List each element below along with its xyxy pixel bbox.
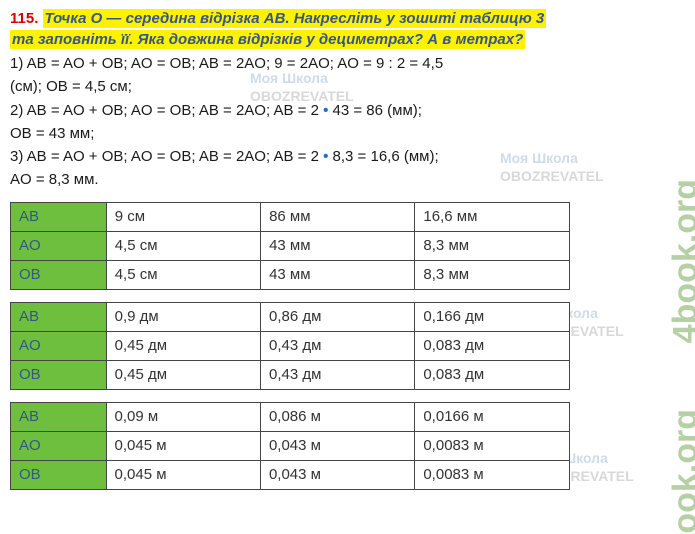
table-row: AO 0,45 дм 0,43 дм 0,083 дм	[11, 331, 570, 360]
cell: 86 мм	[261, 202, 415, 231]
cell: 43 мм	[261, 231, 415, 260]
cell: 43 мм	[261, 260, 415, 289]
cell: 0,43 дм	[261, 360, 415, 389]
problem-text-line2: та заповніть її. Яка довжина відрізків у…	[10, 30, 525, 49]
solution-line2a: 2) AB = AO + OB; AO = OB; AB = 2AO; AB =…	[10, 102, 323, 119]
solution-block: 1) AB = AO + OB; AO = OB; AB = 2AO; 9 = …	[10, 52, 685, 192]
solution-line2c: OB = 43 мм;	[10, 125, 94, 142]
row-label: AB	[11, 302, 107, 331]
cell: 9 см	[106, 202, 260, 231]
cell: 0,043 м	[260, 460, 414, 489]
cell: 0,045 м	[106, 431, 260, 460]
solution-line1: 1) AB = AO + OB; AO = OB; AB = 2AO; 9 = …	[10, 55, 443, 72]
table-m: AB 0,09 м 0,086 м 0,0166 м AO 0,045 м 0,…	[10, 402, 570, 490]
solution-line3b: 8,3 = 16,6 (мм);	[328, 148, 438, 165]
cell: 0,0166 м	[415, 402, 570, 431]
cell: 0,45 дм	[106, 331, 260, 360]
cell: 0,9 дм	[106, 302, 260, 331]
row-label: OB	[11, 260, 107, 289]
table-row: AB 0,9 дм 0,86 дм 0,166 дм	[11, 302, 570, 331]
cell: 8,3 мм	[415, 231, 570, 260]
cell: 0,43 дм	[261, 331, 415, 360]
problem-number: 115.	[10, 10, 38, 27]
solution-line2b: 43 = 86 (мм);	[328, 102, 422, 119]
problem-text-line1: Точка O — середина відрізка AB. Накреслі…	[43, 9, 547, 28]
cell: 4,5 см	[106, 260, 260, 289]
solution-line3a: 3) AB = AO + OB; AO = OB; AB = 2AO; AB =…	[10, 148, 323, 165]
cell: 0,166 дм	[415, 302, 570, 331]
table-row: OB 4,5 см 43 мм 8,3 мм	[11, 260, 570, 289]
row-label: OB	[11, 360, 107, 389]
cell: 0,043 м	[260, 431, 414, 460]
cell: 0,0083 м	[415, 431, 570, 460]
cell: 0,45 дм	[106, 360, 260, 389]
cell: 0,045 м	[106, 460, 260, 489]
row-label: AO	[11, 331, 107, 360]
solution-line1b: (см); OB = 4,5 см;	[10, 78, 132, 95]
table-row: OB 0,045 м 0,043 м 0,0083 м	[11, 460, 570, 489]
cell: 8,3 мм	[415, 260, 570, 289]
row-label: AO	[11, 231, 107, 260]
cell: 0,0083 м	[415, 460, 570, 489]
cell: 4,5 см	[106, 231, 260, 260]
table-row: OB 0,45 дм 0,43 дм 0,083 дм	[11, 360, 570, 389]
problem-block: 115. Точка O — середина відрізка AB. Нак…	[10, 8, 685, 50]
row-label: AB	[11, 202, 107, 231]
row-label: OB	[11, 460, 107, 489]
cell: 0,083 дм	[415, 360, 570, 389]
cell: 16,6 мм	[415, 202, 570, 231]
solution-line3c: AO = 8,3 мм.	[10, 171, 99, 188]
row-label: AB	[11, 402, 107, 431]
table-row: AO 4,5 см 43 мм 8,3 мм	[11, 231, 570, 260]
row-label: AO	[11, 431, 107, 460]
table-row: AO 0,045 м 0,043 м 0,0083 м	[11, 431, 570, 460]
cell: 0,86 дм	[261, 302, 415, 331]
cell: 0,086 м	[260, 402, 414, 431]
table-cm-mm: AB 9 см 86 мм 16,6 мм AO 4,5 см 43 мм 8,…	[10, 202, 570, 290]
table-row: AB 9 см 86 мм 16,6 мм	[11, 202, 570, 231]
cell: 0,083 дм	[415, 331, 570, 360]
cell: 0,09 м	[106, 402, 260, 431]
table-row: AB 0,09 м 0,086 м 0,0166 м	[11, 402, 570, 431]
table-dm: AB 0,9 дм 0,86 дм 0,166 дм AO 0,45 дм 0,…	[10, 302, 570, 390]
page-content: 115. Точка O — середина відрізка AB. Нак…	[0, 0, 695, 512]
